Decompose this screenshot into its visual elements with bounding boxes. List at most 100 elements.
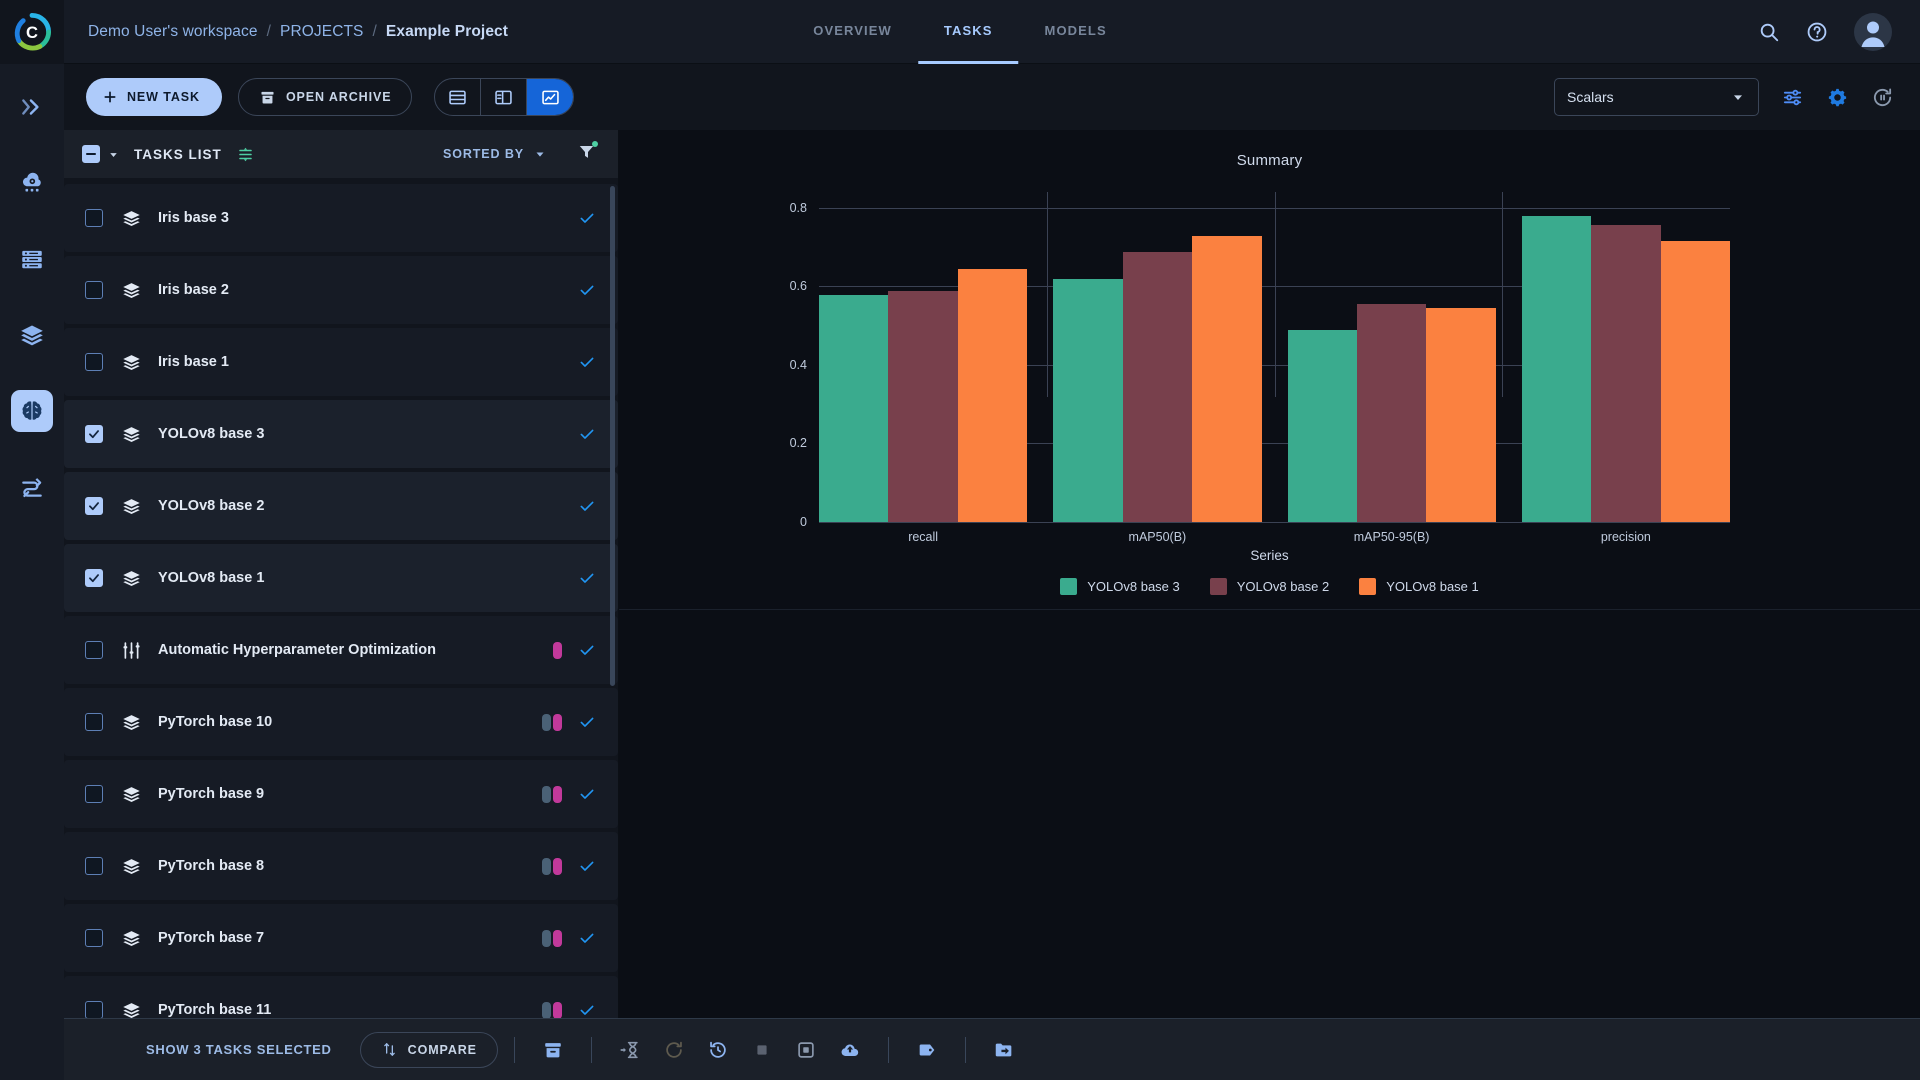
task-status-completed-icon (578, 569, 596, 587)
breadcrumb-workspace[interactable]: Demo User's workspace (88, 22, 258, 40)
chart-bar[interactable] (1521, 216, 1592, 522)
task-row[interactable]: YOLOv8 base 3 (64, 400, 618, 468)
task-row[interactable]: PyTorch base 8 (64, 832, 618, 900)
sidebar-item-orchestration[interactable] (11, 162, 53, 204)
chart-bar[interactable] (1426, 307, 1496, 522)
chart-legend-item[interactable]: YOLOv8 base 3 (1060, 578, 1180, 595)
chart-bar[interactable] (819, 294, 889, 522)
chart-bar[interactable] (1122, 252, 1193, 522)
divider (964, 1036, 966, 1063)
task-row[interactable]: YOLOv8 base 2 (64, 472, 618, 540)
sidebar-item-expand[interactable] (11, 86, 53, 128)
chart-bar[interactable] (957, 269, 1028, 522)
sorted-by-dropdown[interactable]: SORTED BY (443, 147, 547, 161)
chart-bar[interactable] (1591, 224, 1661, 522)
tab-overview[interactable]: OVERVIEW (813, 22, 892, 38)
chart-bar[interactable] (1053, 279, 1123, 522)
filter-button[interactable] (577, 141, 598, 166)
tasks-list-scrollbar[interactable] (610, 186, 615, 686)
enqueue-icon (620, 1041, 638, 1058)
task-status-completed-icon (578, 785, 596, 803)
tasks-list-scroll[interactable]: Iris base 3 Iris base 2 Iris base 1 YOLOv8 … (64, 178, 618, 1018)
server-rack-icon (22, 250, 42, 269)
task-row[interactable]: Iris base 2 (64, 256, 618, 324)
experiment-layers-icon (121, 352, 142, 373)
chart-x-tick-label: recall (908, 530, 939, 544)
task-row[interactable]: PyTorch base 9 (64, 760, 618, 828)
task-row[interactable]: Iris base 1 (64, 328, 618, 396)
app-logo[interactable]: C (0, 0, 64, 64)
gear-icon[interactable] (1826, 86, 1849, 109)
move-to-project-button[interactable] (982, 1030, 1026, 1070)
task-row-checkbox[interactable] (85, 281, 103, 299)
breadcrumb-current-project[interactable]: Example Project (385, 22, 509, 40)
task-row[interactable]: Iris base 3 (64, 184, 618, 252)
sidebar-item-resources[interactable] (11, 238, 53, 280)
user-avatar[interactable] (1854, 12, 1892, 51)
chart-category-group: mAP50-95(B) (1287, 192, 1496, 544)
abort-button[interactable] (784, 1030, 828, 1070)
task-row[interactable]: PyTorch base 10 (64, 688, 618, 756)
chart-settings-sliders-icon[interactable] (1781, 86, 1804, 109)
task-row-checkbox[interactable] (85, 353, 103, 371)
reset-button[interactable] (696, 1030, 740, 1070)
open-archive-button[interactable]: OPEN ARCHIVE (237, 78, 413, 116)
task-row[interactable]: PyTorch base 11 (64, 976, 618, 1018)
toolbar-right-controls: Scalars (1554, 78, 1894, 116)
task-row[interactable]: YOLOv8 base 1 (64, 544, 618, 612)
new-task-button[interactable]: NEW TASK (86, 78, 222, 116)
chart-bar[interactable] (1356, 303, 1427, 522)
task-status-completed-icon (578, 857, 596, 875)
task-row-checkbox[interactable] (85, 425, 103, 443)
metric-select[interactable]: Scalars (1554, 78, 1759, 116)
archive-button[interactable] (531, 1030, 575, 1070)
chart-legend-item[interactable]: YOLOv8 base 1 (1359, 578, 1479, 595)
chart-bar[interactable] (1287, 329, 1357, 522)
tab-models[interactable]: MODELS (1044, 22, 1107, 38)
task-row-tags (542, 713, 562, 731)
breadcrumb-projects[interactable]: PROJECTS (280, 22, 364, 40)
task-row[interactable]: PyTorch base 7 (64, 904, 618, 972)
sidebar-item-projects[interactable] (11, 390, 53, 432)
tab-tasks[interactable]: TASKS (917, 0, 1019, 64)
chart-bar[interactable] (888, 290, 958, 522)
chart-y-tick-label: 0.6 (789, 279, 807, 294)
chart-view-button[interactable] (527, 79, 574, 115)
task-row-checkbox[interactable] (85, 785, 103, 803)
pipelines-icon (22, 478, 42, 498)
sidebar-item-pipelines[interactable] (11, 466, 53, 508)
task-row-checkbox[interactable] (85, 1001, 103, 1018)
help-icon[interactable] (1806, 21, 1828, 43)
enqueue-button[interactable] (608, 1030, 652, 1070)
task-row[interactable]: Automatic Hyperparameter Optimization (64, 616, 618, 684)
add-tag-button[interactable] (905, 1030, 949, 1070)
publish-button[interactable] (828, 1030, 872, 1070)
chart-legend[interactable]: YOLOv8 base 3 YOLOv8 base 2 YOLOv8 base 1 (619, 578, 1920, 595)
restart-button[interactable] (652, 1030, 696, 1070)
stop-button[interactable] (740, 1030, 784, 1070)
details-view-button[interactable] (481, 79, 528, 115)
show-selected-link[interactable]: SHOW 3 TASKS SELECTED (146, 1042, 332, 1057)
chart-bar[interactable] (1660, 241, 1731, 522)
projects-brain-icon (22, 401, 42, 421)
table-view-button[interactable] (435, 79, 482, 115)
chart-group-separator (1274, 192, 1276, 397)
task-row-checkbox[interactable] (85, 857, 103, 875)
chart-category-group: mAP50(B) (1053, 192, 1262, 544)
chevron-down-icon[interactable] (107, 148, 120, 161)
chart-plot-area[interactable]: 0 0.2 0.4 0.6 0.8 recall mAP50(B) mAP50-95(B) p… (790, 192, 1731, 544)
task-row-checkbox[interactable] (85, 641, 103, 659)
chart-bar[interactable] (1192, 236, 1262, 522)
task-row-checkbox[interactable] (85, 209, 103, 227)
search-icon[interactable] (1758, 21, 1780, 43)
task-row-checkbox[interactable] (85, 569, 103, 587)
auto-refresh-pause-icon[interactable] (1871, 86, 1894, 109)
task-row-checkbox[interactable] (85, 929, 103, 947)
select-all-checkbox[interactable] (82, 145, 100, 163)
chart-legend-item[interactable]: YOLOv8 base 2 (1209, 578, 1329, 595)
task-row-checkbox[interactable] (85, 713, 103, 731)
compare-button[interactable]: COMPARE (359, 1031, 498, 1068)
sort-settings-icon[interactable] (236, 145, 255, 164)
sidebar-item-datasets[interactable] (11, 314, 53, 356)
task-row-checkbox[interactable] (85, 497, 103, 515)
